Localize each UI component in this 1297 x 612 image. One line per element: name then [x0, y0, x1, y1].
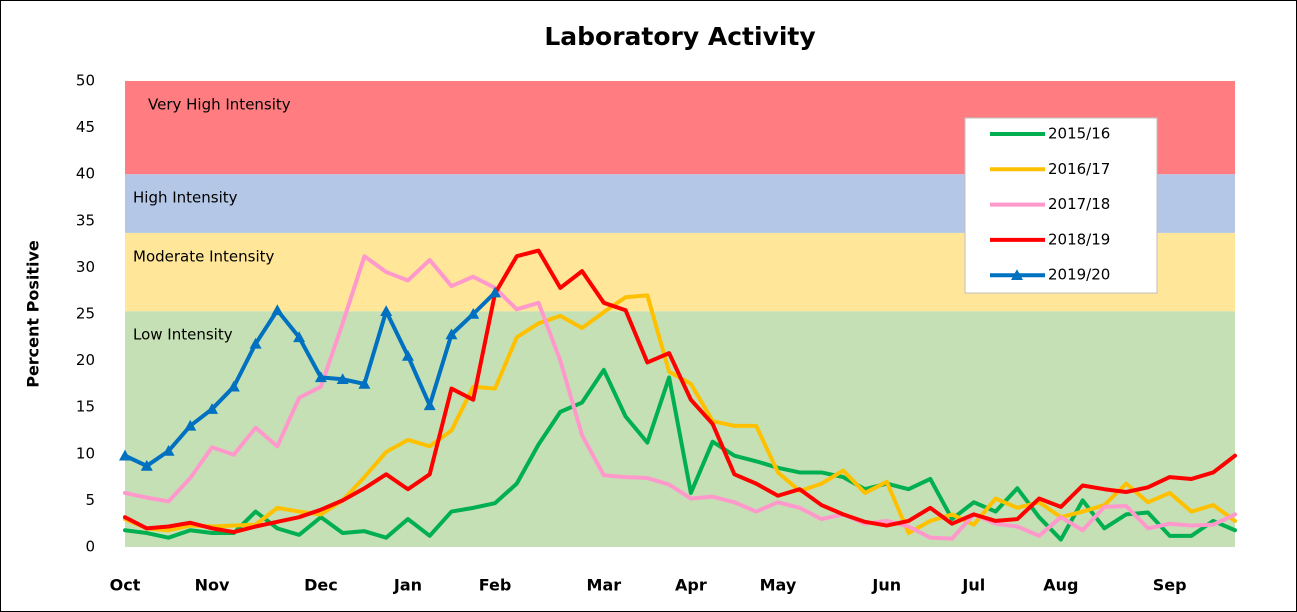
legend-label: 2017/18	[1048, 195, 1110, 213]
y-tick-label: 35	[76, 211, 95, 229]
legend: 2015/16 2016/17 2017/18 2018/19 2019/20	[990, 125, 1110, 284]
legend-label: 2015/16	[1048, 125, 1110, 143]
point-marker	[489, 286, 501, 298]
x-tick-label: Jun	[871, 576, 901, 595]
point-marker	[314, 371, 327, 383]
point-marker	[336, 373, 349, 385]
x-tick-label: Oct	[110, 576, 141, 595]
y-axis-label: Percent Positive	[24, 240, 43, 388]
band-label: Low Intensity	[133, 326, 233, 344]
x-tick-label: Apr	[675, 576, 707, 595]
legend-label: 2019/20	[1048, 266, 1110, 284]
band-label: Very High Intensity	[148, 96, 291, 114]
y-tick-label: 10	[76, 444, 95, 462]
point-marker	[206, 403, 219, 414]
point-marker	[401, 349, 414, 361]
legend-label: 2018/19	[1048, 230, 1110, 248]
x-tick-label: Nov	[195, 576, 230, 595]
x-tick-label: Jan	[393, 576, 422, 595]
x-tick-label: Mar	[587, 576, 622, 595]
y-tick-label: 5	[85, 491, 95, 509]
x-tick-label: Sep	[1153, 576, 1187, 595]
y-tick-label: 25	[76, 305, 95, 323]
x-tick-label: May	[760, 576, 797, 595]
x-tick-label: Dec	[304, 576, 338, 595]
legend-label: 2016/17	[1048, 160, 1110, 178]
y-tick-label: 30	[76, 258, 95, 276]
x-tick-label: Aug	[1043, 576, 1078, 595]
band-label: High Intensity	[133, 189, 238, 207]
point-marker	[445, 328, 458, 340]
x-tick-label: Jul	[961, 576, 985, 595]
band-label: Moderate Intensity	[133, 247, 275, 265]
y-tick-label: 40	[76, 165, 95, 183]
series-line	[123, 254, 1237, 541]
point-marker	[271, 304, 284, 316]
y-tick-label: 45	[76, 118, 95, 136]
point-marker	[380, 305, 393, 317]
y-tick-label: 15	[76, 398, 95, 416]
point-marker	[467, 308, 480, 319]
point-marker	[184, 419, 197, 431]
x-tick-label: Feb	[479, 576, 512, 595]
point-marker	[358, 377, 371, 389]
plot	[119, 248, 1237, 542]
point-marker	[423, 399, 436, 411]
point-marker	[249, 337, 262, 349]
point-marker	[227, 380, 240, 392]
point-marker	[140, 459, 153, 471]
y-tick-label: 0	[85, 538, 95, 556]
point-marker	[162, 445, 175, 456]
point-marker	[119, 449, 131, 461]
legend-marker	[1011, 269, 1023, 280]
y-tick-label: 50	[76, 72, 95, 90]
y-tick-label: 20	[76, 351, 95, 369]
series-line	[123, 248, 1237, 535]
point-marker	[293, 331, 306, 343]
chart-title: Laboratory Activity	[544, 22, 815, 51]
